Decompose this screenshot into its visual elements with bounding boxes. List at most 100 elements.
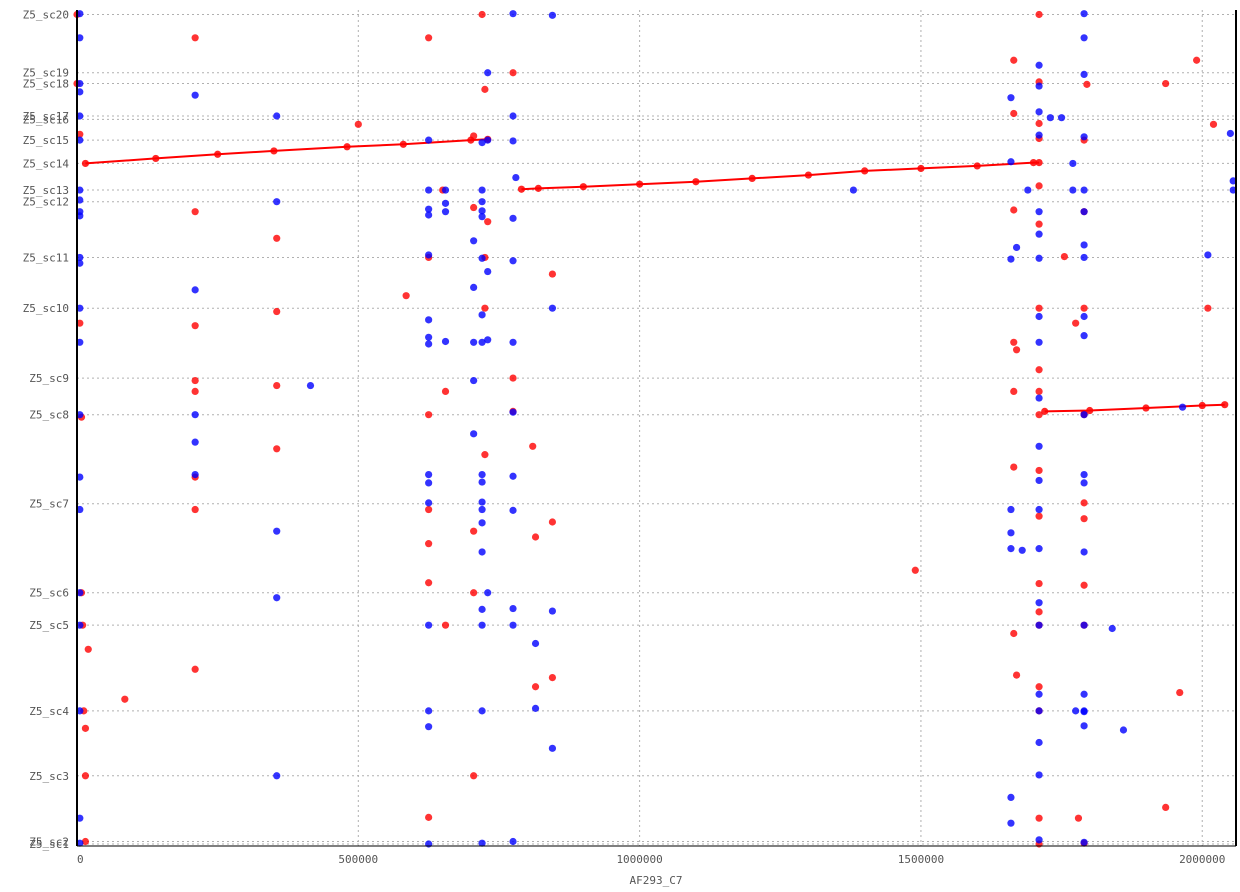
x-tick-label: 2000000 (1179, 853, 1225, 866)
alignment-dot (1010, 56, 1018, 64)
alignment-dot (191, 665, 199, 673)
alignment-dot (1007, 545, 1015, 553)
alignment-dot (1007, 793, 1015, 802)
alignment-dot (1080, 515, 1088, 523)
alignment-dot (402, 292, 410, 300)
alignment-dot (191, 322, 199, 330)
alignment-dot (76, 589, 84, 597)
alignment-dot (1007, 529, 1015, 537)
alignment-dot (470, 237, 478, 245)
alignment-dot (1072, 707, 1080, 715)
alignment-dot (1204, 251, 1212, 259)
alignment-dot (76, 319, 84, 327)
alignment-dot (534, 184, 542, 192)
alignment-dot (425, 251, 433, 259)
alignment-dot (509, 257, 517, 265)
alignment-dot (1080, 479, 1088, 487)
alignment-dot (191, 208, 199, 216)
alignment-dot (441, 199, 450, 207)
alignment-dot (1035, 690, 1043, 698)
alignment-dot (1221, 401, 1229, 409)
alignment-dot (548, 744, 557, 752)
alignment-dot (441, 621, 450, 629)
alignment-dot (1035, 304, 1043, 312)
alignment-dot (1035, 505, 1043, 514)
alignment-dot (76, 707, 84, 715)
alignment-dot (509, 338, 517, 346)
alignment-dot (478, 10, 486, 19)
alignment-dot (1035, 158, 1043, 167)
alignment-dot (1080, 548, 1088, 556)
alignment-dot (509, 837, 517, 846)
alignment-dot (152, 154, 160, 163)
alignment-dot (1035, 208, 1043, 216)
alignment-dot (214, 150, 222, 158)
alignment-dot (1035, 338, 1043, 346)
alignment-dot (425, 540, 433, 548)
alignment-dot (1035, 10, 1043, 19)
alignment-dot (973, 162, 981, 170)
alignment-dot (1086, 406, 1094, 415)
alignment-dot (1080, 838, 1088, 846)
alignment-dot (1007, 819, 1015, 827)
alignment-dot (804, 171, 813, 179)
alignment-dot (1057, 114, 1066, 122)
alignment-dot (470, 338, 478, 346)
alignment-dot (509, 214, 517, 222)
alignment-dot (76, 839, 84, 847)
alignment-dot (478, 505, 486, 514)
alignment-dot (478, 254, 486, 262)
alignment-dot (470, 430, 478, 438)
alignment-dot (579, 183, 587, 191)
y-tick-label: Z5_sc11 (23, 251, 69, 264)
alignment-dot (76, 473, 84, 481)
alignment-dot (1046, 114, 1054, 122)
y-tick-label: Z5_sc8 (29, 409, 69, 422)
alignment-dot (425, 186, 433, 194)
alignment-dot (1069, 159, 1077, 168)
alignment-dot (1176, 688, 1184, 697)
alignment-dot (425, 34, 433, 42)
y-tick-label: Z5_sc13 (23, 184, 69, 197)
y-tick-label: Z5_sc2 (29, 836, 69, 849)
alignment-dot (1080, 208, 1088, 216)
alignment-dot (470, 772, 478, 780)
x-tick-label: 1000000 (616, 853, 662, 866)
alignment-dot (478, 186, 486, 194)
alignment-dot (1024, 186, 1032, 194)
alignment-points (73, 10, 1237, 848)
y-tick-label: Z5_sc3 (29, 770, 69, 783)
alignment-dot (425, 136, 433, 144)
alignment-dot (478, 207, 486, 215)
y-tick-label: Z5_sc14 (23, 157, 70, 170)
alignment-dot (470, 589, 478, 597)
alignment-dot (1010, 109, 1018, 118)
alignment-dot (1080, 470, 1088, 479)
alignment-dot (81, 772, 90, 780)
alignment-dot (1035, 707, 1043, 715)
alignment-dot (1035, 466, 1043, 475)
alignment-dot (1035, 512, 1043, 520)
alignment-dot (273, 381, 281, 390)
alignment-dot (531, 533, 540, 541)
alignment-dot (1029, 158, 1038, 167)
alignment-dot (76, 196, 84, 204)
alignment-dot (548, 674, 557, 682)
alignment-dot (1010, 629, 1018, 638)
alignment-dot (481, 451, 489, 459)
alignment-dot (509, 374, 517, 382)
y-tick-label: Z5_sc20 (23, 8, 69, 21)
alignment-dot (191, 411, 199, 419)
alignment-dot (478, 338, 486, 346)
alignment-dot (1080, 621, 1088, 629)
alignment-dot (425, 499, 433, 507)
alignment-dot (1035, 683, 1043, 691)
alignment-dot (1010, 387, 1018, 395)
alignment-dot (76, 259, 84, 267)
alignment-dot (76, 411, 84, 419)
alignment-dot (191, 387, 199, 395)
alignment-dot (76, 112, 84, 120)
alignment-dot (1007, 505, 1015, 514)
alignment-dot (84, 645, 92, 653)
